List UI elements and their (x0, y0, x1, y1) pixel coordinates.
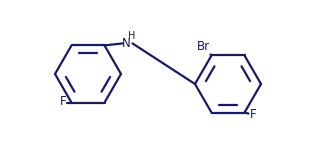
Text: Br: Br (196, 40, 210, 53)
Text: H: H (128, 31, 135, 41)
Text: F: F (249, 108, 256, 121)
Text: F: F (60, 95, 67, 108)
Text: N: N (122, 37, 131, 50)
